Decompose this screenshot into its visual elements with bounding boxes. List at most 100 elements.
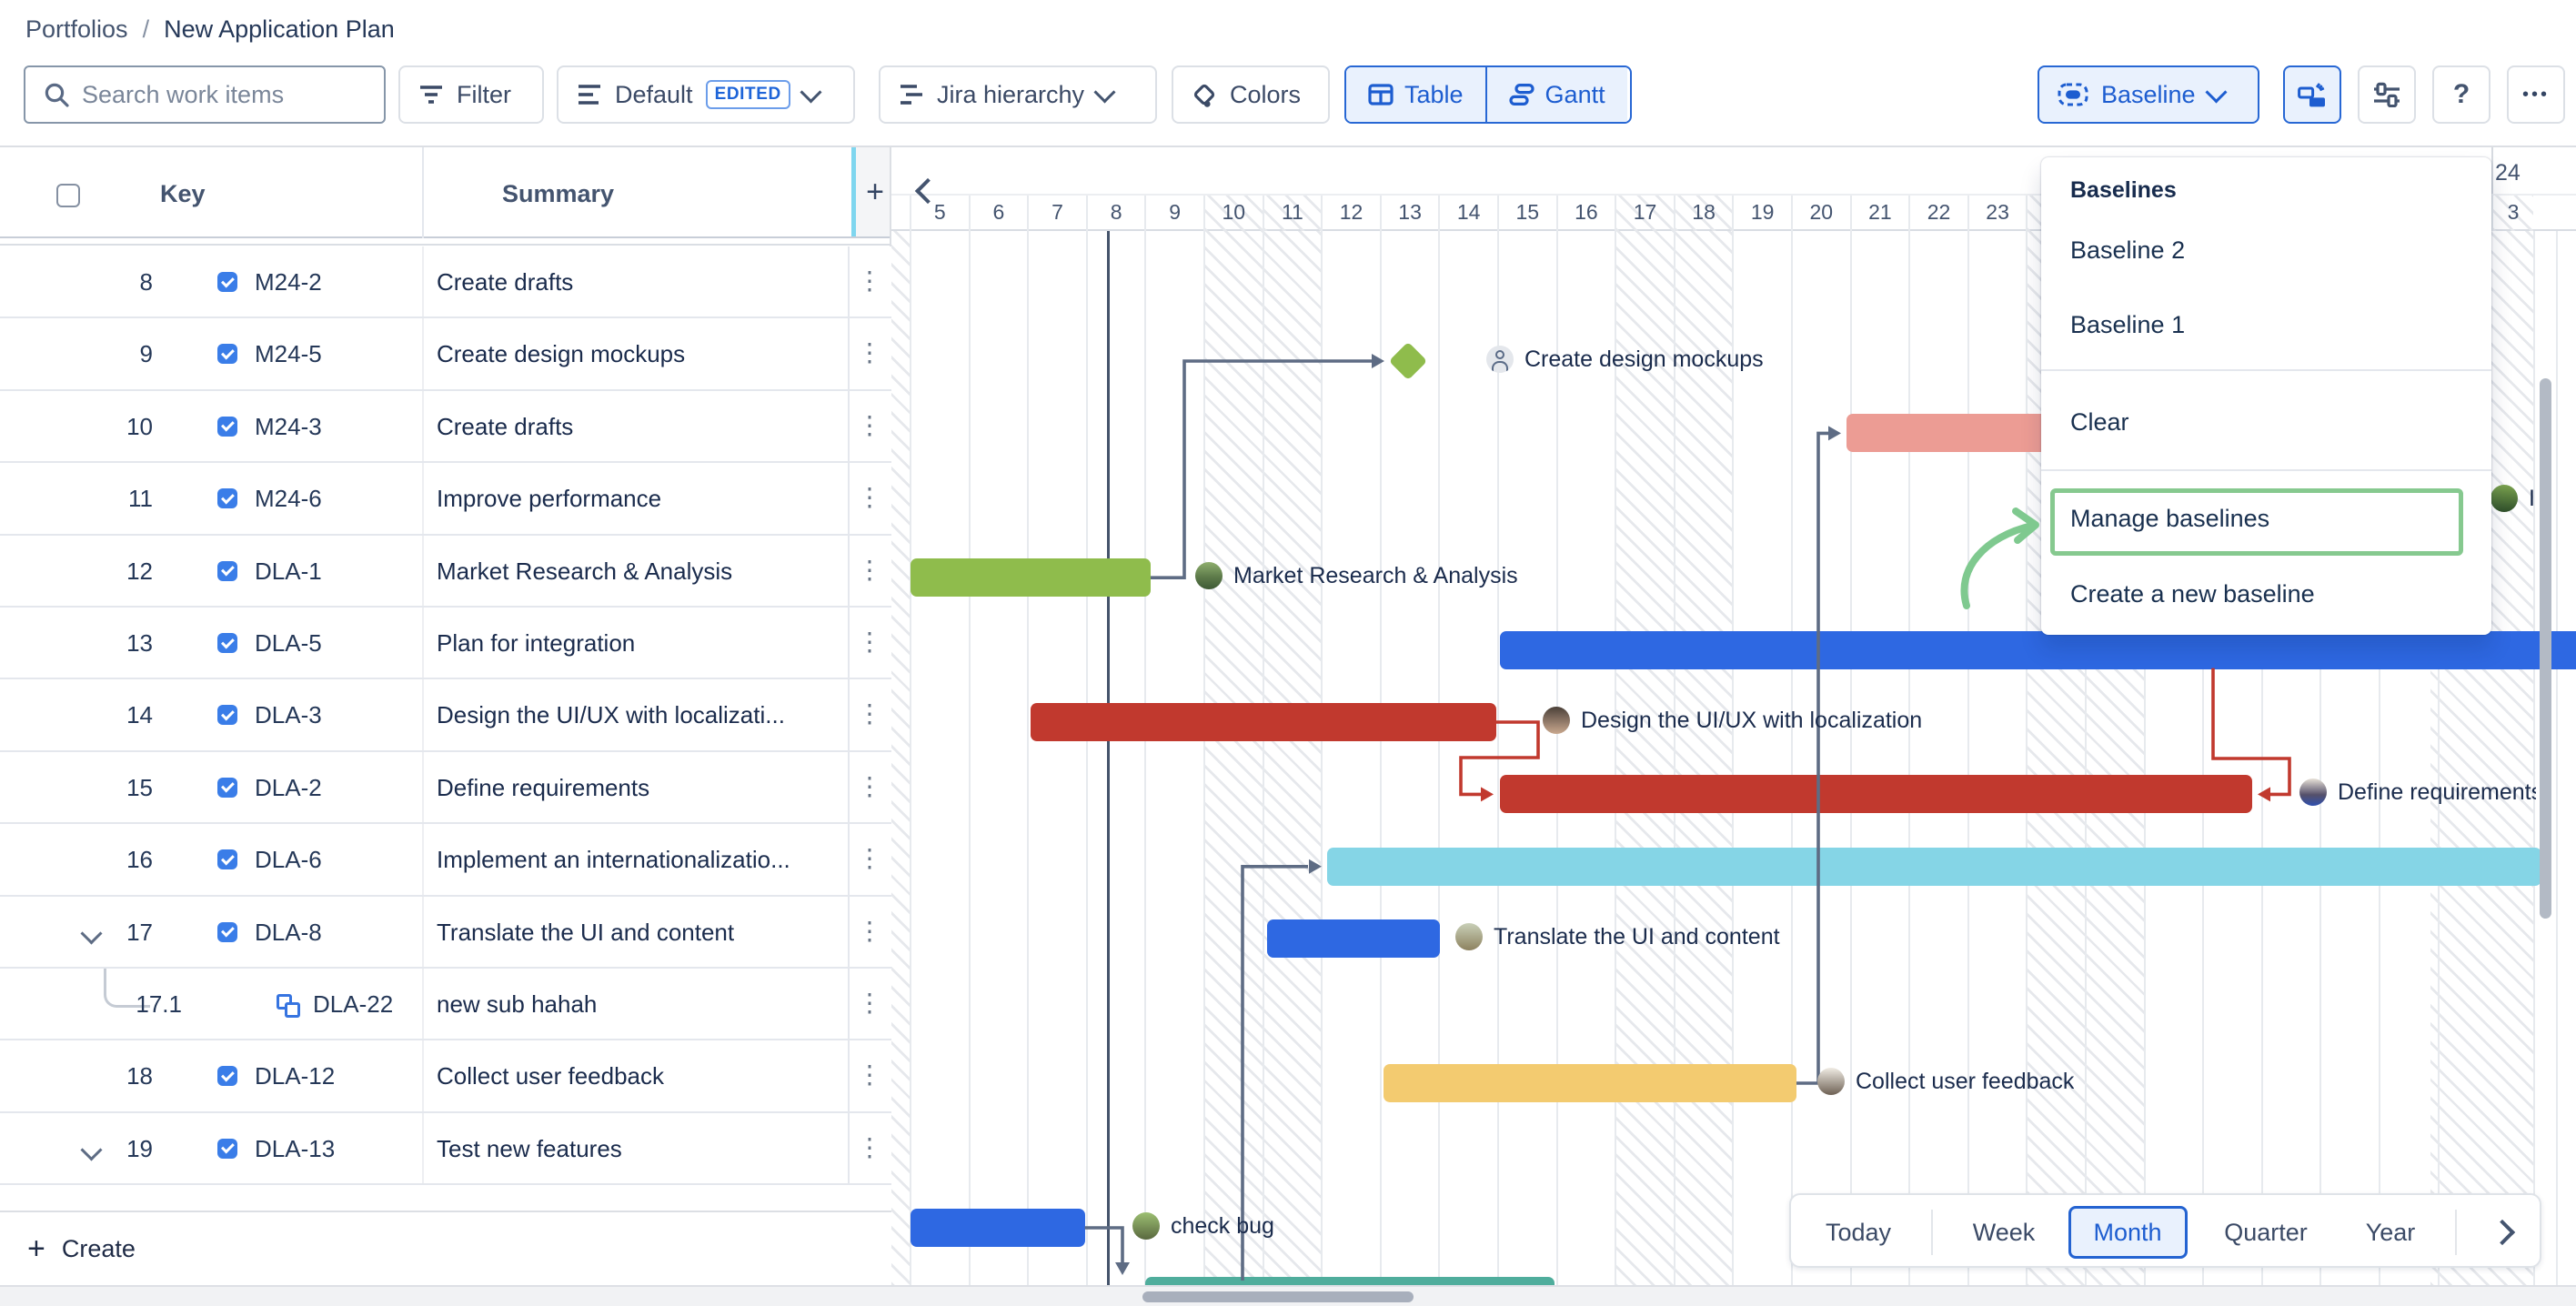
table-row[interactable]: 19 DLA-13 Test new features ⋮ [0,1112,891,1186]
task-checkbox[interactable] [217,921,237,942]
zoom-year-button[interactable]: Year [2365,1218,2416,1246]
row-actions-kebab[interactable]: ⋮ [857,627,882,656]
bar-translate-ui[interactable] [1267,919,1440,959]
row-key[interactable]: DLA-12 [255,1062,336,1090]
row-key[interactable]: DLA-5 [255,628,322,657]
row-key[interactable]: M24-5 [255,340,322,368]
row-summary[interactable]: Market Research & Analysis [437,557,733,585]
zoom-week-button[interactable]: Week [1972,1218,2036,1246]
task-checkbox[interactable] [217,705,237,726]
column-header-summary[interactable]: Summary [502,180,615,207]
row-actions-kebab[interactable]: ⋮ [857,916,882,945]
row-key[interactable]: M24-2 [255,268,322,296]
table-row[interactable]: 17 DLA-8 Translate the UI and content ⋮ [0,896,891,969]
row-actions-kebab[interactable]: ⋮ [857,1132,882,1161]
more-actions-button[interactable]: ••• [2507,65,2565,124]
row-summary[interactable]: Create design mockups [437,340,686,368]
task-checkbox[interactable] [217,488,237,509]
task-checkbox[interactable] [217,1138,237,1159]
row-actions-kebab[interactable]: ⋮ [857,410,882,439]
filter-button[interactable]: Filter [398,65,544,124]
horizontal-scrollbar-thumb[interactable] [1142,1291,1414,1302]
bar-design-uiux[interactable] [1031,703,1496,741]
critical-path-button[interactable] [2283,65,2341,124]
task-checkbox[interactable] [217,632,237,653]
settings-sliders-button[interactable] [2358,65,2416,124]
bar-create-drafts[interactable] [1846,414,2056,453]
table-row[interactable]: 14 DLA-3 Design the UI/UX with localizati.… [0,679,891,752]
bar-check-bug[interactable] [911,1209,1085,1247]
bar-plan-integration[interactable] [1500,630,2576,669]
view-selector-button[interactable]: Default EDITED [557,65,855,124]
menu-item-baseline[interactable]: Baseline 1 [2070,310,2186,338]
create-work-item-button[interactable]: + Create [0,1211,891,1286]
zoom-today-button[interactable]: Today [1825,1218,1892,1246]
table-row[interactable]: 15 DLA-2 Define requirements ⋮ [0,751,891,825]
task-checkbox[interactable] [217,344,237,365]
zoom-month-button[interactable]: Month [2068,1206,2188,1259]
row-key[interactable]: DLA-22 [313,990,394,1018]
row-actions-kebab[interactable]: ⋮ [857,699,882,728]
table-row[interactable]: 10 M24-3 Create drafts ⋮ [0,390,891,464]
table-row[interactable]: 18 DLA-12 Collect user feedback ⋮ [0,1040,891,1113]
breadcrumb-portfolios[interactable]: Portfolios [25,15,128,43]
task-checkbox[interactable] [217,416,237,437]
row-actions-kebab[interactable]: ⋮ [857,483,882,512]
task-checkbox[interactable] [217,777,237,798]
search-input[interactable]: Search work items [24,65,386,124]
row-key[interactable]: DLA-1 [255,557,322,585]
tab-table-view[interactable]: Table [1346,67,1485,122]
row-actions-kebab[interactable]: ⋮ [857,844,882,873]
zoom-next-button[interactable] [2473,1206,2531,1259]
row-summary[interactable]: Design the UI/UX with localizati... [437,701,785,729]
row-summary[interactable]: new sub hahah [437,990,598,1018]
task-checkbox[interactable] [217,560,237,581]
row-summary[interactable]: Test new features [437,1134,622,1162]
row-summary[interactable]: Define requirements [437,773,650,801]
subtask-icon[interactable] [277,993,301,1019]
row-actions-kebab[interactable]: ⋮ [857,338,882,367]
row-summary[interactable]: Plan for integration [437,628,636,657]
row-summary[interactable]: Improve performance [437,485,662,513]
row-key[interactable]: DLA-3 [255,701,322,729]
row-actions-kebab[interactable]: ⋮ [857,1060,882,1090]
row-summary[interactable]: Collect user feedback [437,1062,665,1090]
row-summary[interactable]: Create drafts [437,412,574,440]
table-row[interactable]: 13 DLA-5 Plan for integration ⋮ [0,607,891,680]
row-key[interactable]: M24-6 [255,485,322,513]
row-key[interactable]: DLA-6 [255,846,322,874]
column-header-key[interactable]: Key [160,180,206,207]
bar-market-research[interactable] [911,558,1151,598]
row-actions-kebab[interactable]: ⋮ [857,771,882,800]
table-row[interactable]: 12 DLA-1 Market Research & Analysis ⋮ [0,535,891,608]
zoom-quarter-button[interactable]: Quarter [2224,1218,2308,1246]
task-checkbox[interactable] [217,1066,237,1087]
menu-item-baseline[interactable]: Baseline 2 [2070,236,2186,264]
row-key[interactable]: DLA-13 [255,1134,336,1162]
row-actions-kebab[interactable]: ⋮ [857,266,882,295]
vertical-scrollbar-thumb[interactable] [2540,378,2551,919]
baseline-button[interactable]: Baseline [2038,65,2259,124]
table-row[interactable]: 17.1 DLA-22 new sub hahah ⋮ [0,968,891,1041]
table-row[interactable]: 16 DLA-6 Implement an internationalizatio.… [0,824,891,897]
colors-button[interactable]: Colors [1172,65,1330,124]
table-row[interactable]: 8 M24-2 Create drafts ⋮ [0,246,891,319]
task-checkbox[interactable] [217,272,237,292]
row-key[interactable]: DLA-2 [255,773,322,801]
bar-collect-feedback[interactable] [1384,1064,1796,1102]
table-row[interactable]: 9 M24-5 Create design mockups ⋮ [0,318,891,391]
add-column-button[interactable]: + [851,147,894,236]
help-button[interactable]: ? [2432,65,2490,124]
bar-test-sub[interactable] [1145,1277,1555,1285]
row-key[interactable]: DLA-8 [255,918,322,946]
menu-item-clear[interactable]: Clear [2070,407,2129,436]
row-summary[interactable]: Create drafts [437,268,574,296]
row-key[interactable]: M24-3 [255,412,322,440]
menu-item-manage-baselines[interactable]: Manage baselines [2070,504,2270,532]
column-divider[interactable] [422,147,424,238]
task-checkbox[interactable] [217,849,237,870]
hierarchy-selector-button[interactable]: Jira hierarchy [879,65,1157,124]
row-actions-kebab[interactable]: ⋮ [857,555,882,584]
menu-item-create-baseline[interactable]: Create a new baseline [2070,579,2315,608]
row-summary[interactable]: Translate the UI and content [437,918,735,946]
